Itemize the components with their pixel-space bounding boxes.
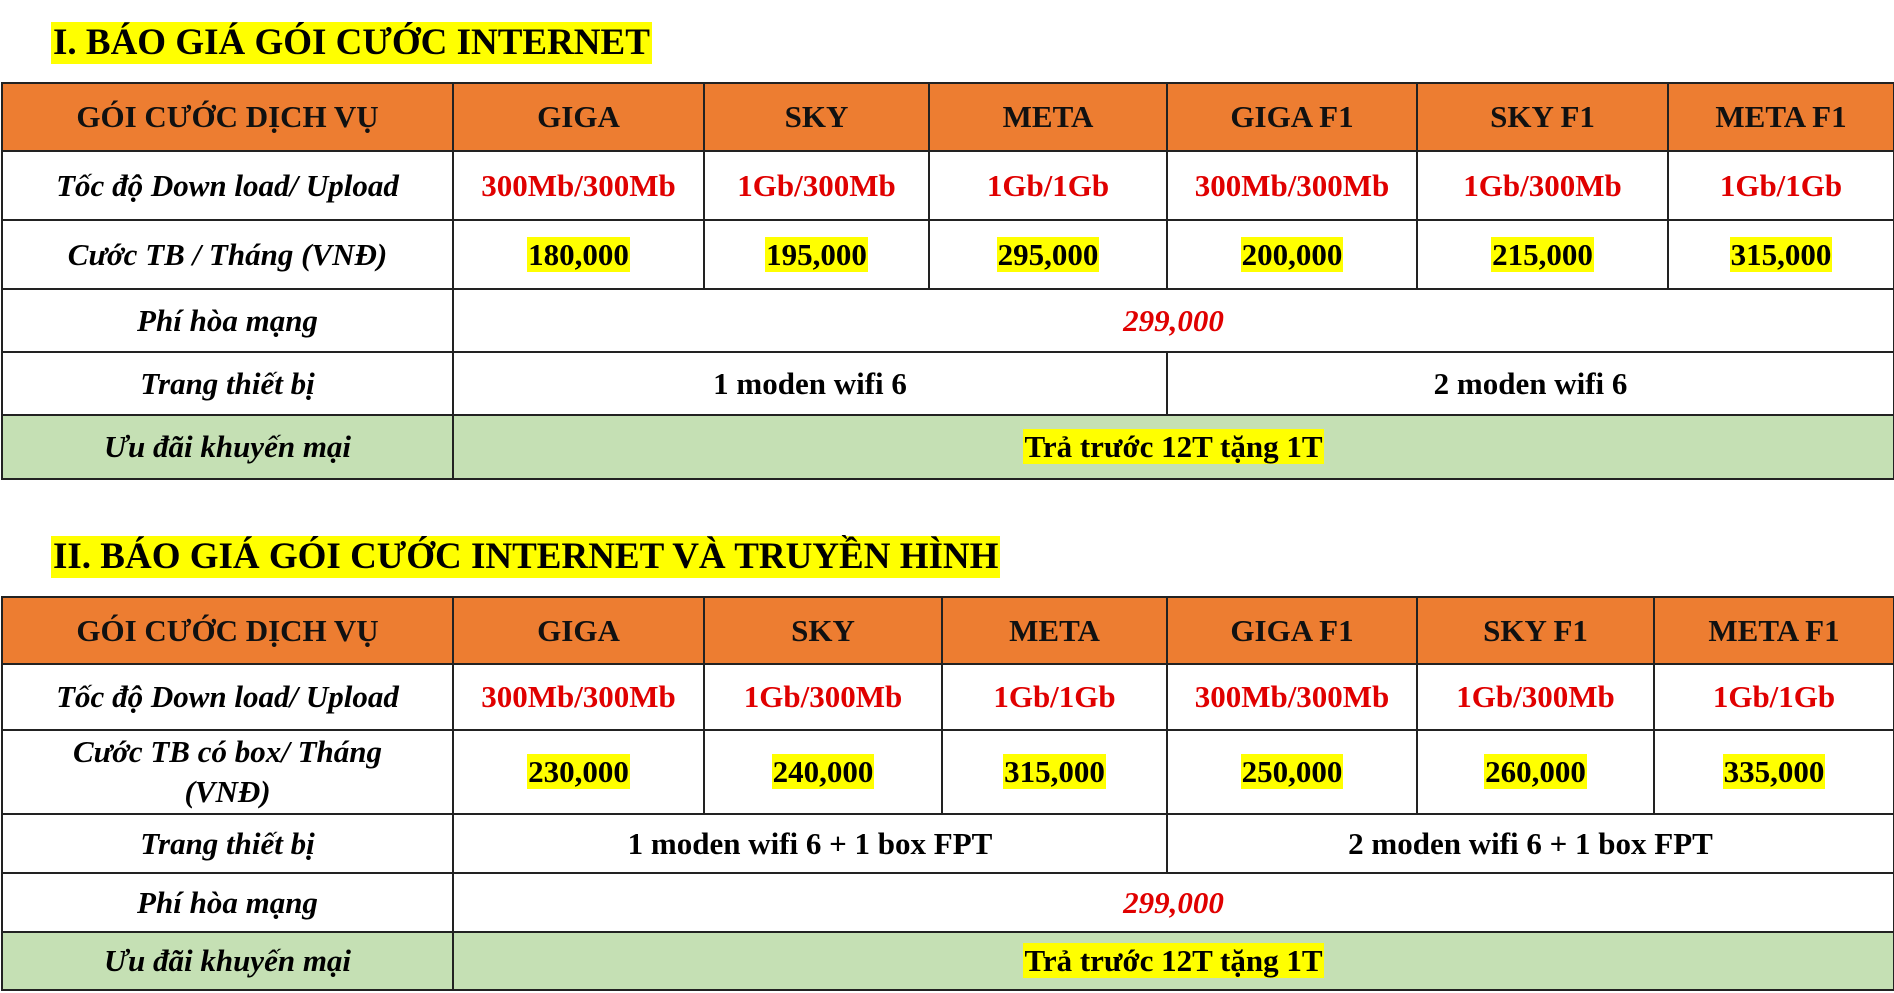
- price-value: 195,000: [765, 236, 868, 272]
- speed-value: 300Mb/300Mb: [1166, 150, 1418, 221]
- price-row: Cước TB có box/ Tháng (VNĐ) 230,000 240,…: [1, 729, 1894, 815]
- equipment-value: 2 moden wifi 6: [1166, 351, 1894, 416]
- fee-value: 299,000: [452, 288, 1894, 353]
- speed-value: 1Gb/300Mb: [703, 150, 930, 221]
- speed-row: Tốc độ Down load/ Upload 300Mb/300Mb 1Gb…: [1, 663, 1894, 731]
- speed-value: 300Mb/300Mb: [1166, 663, 1418, 731]
- section1-title: I. BÁO GIÁ GÓI CƯỚC INTERNET: [51, 22, 652, 64]
- price-label: Cước TB có box/ Tháng (VNĐ): [1, 729, 454, 815]
- speed-label: Tốc độ Down load/ Upload: [1, 663, 454, 731]
- equipment-label: Trang thiết bị: [1, 351, 454, 416]
- speed-value: 1Gb/1Gb: [1667, 150, 1894, 221]
- price-label: Cước TB / Tháng (VNĐ): [1, 219, 454, 290]
- fee-label: Phí hòa mạng: [1, 288, 454, 353]
- header-giga-f1: GIGA F1: [1166, 596, 1418, 665]
- equipment-value: 1 moden wifi 6 + 1 box FPT: [452, 813, 1168, 874]
- equipment-row: Trang thiết bị 1 moden wifi 6 2 moden wi…: [1, 351, 1894, 416]
- header-giga: GIGA: [452, 82, 705, 152]
- equipment-label: Trang thiết bị: [1, 813, 454, 874]
- promo-row: Ưu đãi khuyến mại Trả trước 12T tặng 1T: [1, 931, 1894, 991]
- header-service: GÓI CƯỚC DỊCH VỤ: [1, 82, 454, 152]
- price-value: 315,000: [1003, 754, 1106, 789]
- header-meta-f1: META F1: [1667, 82, 1894, 152]
- header-sky: SKY: [703, 82, 930, 152]
- fee-value: 299,000: [452, 872, 1894, 933]
- fee-label: Phí hòa mạng: [1, 872, 454, 933]
- speed-value: 1Gb/1Gb: [928, 150, 1168, 221]
- speed-value: 1Gb/300Mb: [703, 663, 943, 731]
- equipment-value: 1 moden wifi 6: [452, 351, 1168, 416]
- promo-row: Ưu đãi khuyến mại Trả trước 12T tặng 1T: [1, 414, 1894, 480]
- price-value: 315,000: [1729, 236, 1833, 272]
- equipment-value: 2 moden wifi 6 + 1 box FPT: [1166, 813, 1894, 874]
- speed-value: 1Gb/1Gb: [941, 663, 1168, 731]
- header-meta: META: [941, 596, 1168, 665]
- header-giga-f1: GIGA F1: [1166, 82, 1418, 152]
- price-value: 230,000: [527, 754, 630, 789]
- header-sky-f1: SKY F1: [1416, 82, 1669, 152]
- speed-value: 1Gb/300Mb: [1416, 663, 1655, 731]
- speed-value: 1Gb/1Gb: [1653, 663, 1894, 731]
- price-row: Cước TB / Tháng (VNĐ) 180,000 195,000 29…: [1, 219, 1894, 290]
- price-value: 240,000: [771, 754, 875, 789]
- price-value: 180,000: [527, 236, 630, 272]
- promo-value: Trả trước 12T tặng 1T: [1023, 943, 1324, 978]
- header-giga: GIGA: [452, 596, 705, 665]
- price-value: 260,000: [1484, 754, 1587, 789]
- header-meta: META: [928, 82, 1168, 152]
- header-row: GÓI CƯỚC DỊCH VỤ GIGA SKY META GIGA F1 S…: [1, 82, 1894, 152]
- speed-value: 300Mb/300Mb: [452, 663, 705, 731]
- speed-label: Tốc độ Down load/ Upload: [1, 150, 454, 221]
- header-service: GÓI CƯỚC DỊCH VỤ: [1, 596, 454, 665]
- equipment-row: Trang thiết bị 1 moden wifi 6 + 1 box FP…: [1, 813, 1894, 874]
- header-row: GÓI CƯỚC DỊCH VỤ GIGA SKY META GIGA F1 S…: [1, 596, 1894, 665]
- price-value: 335,000: [1722, 754, 1826, 789]
- promo-label: Ưu đãi khuyến mại: [1, 931, 454, 991]
- header-sky-f1: SKY F1: [1416, 596, 1655, 665]
- header-meta-f1: META F1: [1653, 596, 1894, 665]
- price-value: 295,000: [996, 236, 1100, 272]
- price-value: 215,000: [1491, 236, 1594, 272]
- internet-price-table: GÓI CƯỚC DỊCH VỤ GIGA SKY META GIGA F1 S…: [1, 82, 1894, 480]
- speed-value: 300Mb/300Mb: [452, 150, 705, 221]
- price-value: 200,000: [1240, 236, 1344, 272]
- price-value: 250,000: [1240, 754, 1344, 789]
- internet-tv-price-table: GÓI CƯỚC DỊCH VỤ GIGA SKY META GIGA F1 S…: [1, 596, 1894, 991]
- header-sky: SKY: [703, 596, 943, 665]
- speed-row: Tốc độ Down load/ Upload 300Mb/300Mb 1Gb…: [1, 150, 1894, 221]
- promo-value: Trả trước 12T tặng 1T: [1023, 429, 1324, 464]
- section2-title: II. BÁO GIÁ GÓI CƯỚC INTERNET VÀ TRUYỀN …: [51, 536, 1001, 578]
- promo-label: Ưu đãi khuyến mại: [1, 414, 454, 480]
- fee-row: Phí hòa mạng 299,000: [1, 288, 1894, 353]
- speed-value: 1Gb/300Mb: [1416, 150, 1669, 221]
- fee-row: Phí hòa mạng 299,000: [1, 872, 1894, 933]
